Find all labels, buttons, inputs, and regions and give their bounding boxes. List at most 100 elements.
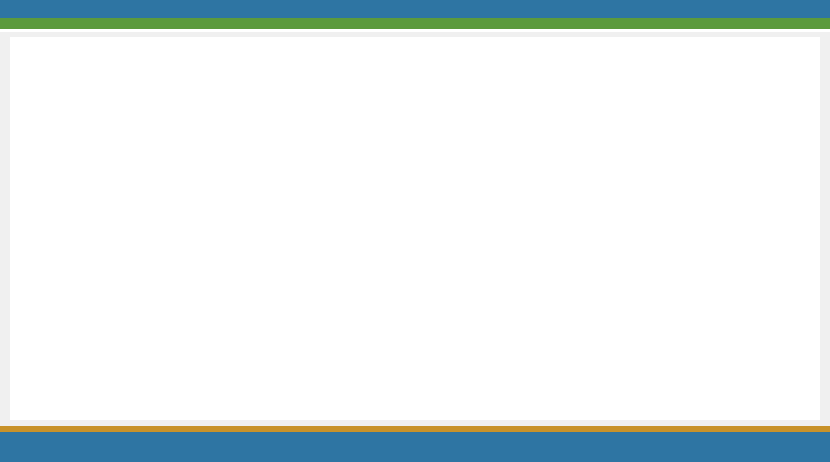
Text: $153,095: $153,095 — [554, 161, 598, 170]
Text: $77,077: $77,077 — [626, 112, 665, 121]
Text: TOTAL: TOTAL — [702, 87, 736, 97]
Bar — [452, 227, 540, 252]
Text: $79,408: $79,408 — [626, 211, 665, 219]
Bar — [679, 203, 759, 227]
Text: 2015: 2015 — [335, 137, 359, 146]
Text: $539,536: $539,536 — [393, 112, 437, 121]
Bar — [613, 227, 679, 252]
Bar — [540, 301, 613, 326]
Bar — [379, 326, 452, 351]
Bar — [679, 80, 759, 104]
Text: $797,699: $797,699 — [393, 334, 437, 343]
Bar — [379, 277, 452, 301]
Bar — [613, 129, 679, 153]
Bar — [316, 104, 379, 129]
Text: 2020: 2020 — [272, 285, 296, 294]
Bar — [540, 277, 613, 301]
Text: 2023 taxable value: 2023 taxable value — [48, 225, 205, 240]
Text: $1,156,905: $1,156,905 — [469, 186, 523, 195]
Bar — [253, 227, 316, 252]
Text: Property Tax Revenue from McKinney National Airport: Property Tax Revenue from McKinney Natio… — [128, 52, 702, 72]
Text: $77,619: $77,619 — [626, 235, 665, 244]
Bar — [679, 104, 759, 129]
Text: 2022: 2022 — [272, 334, 296, 343]
Text: $866,544: $866,544 — [620, 358, 671, 368]
Bar — [379, 178, 452, 203]
Text: $2,032,208: $2,032,208 — [689, 137, 749, 146]
Bar — [540, 129, 613, 153]
Bar — [452, 326, 540, 351]
Text: $1,905,056: $1,905,056 — [469, 309, 523, 318]
Text: $2,374,366: $2,374,366 — [689, 112, 749, 121]
Text: $92,731: $92,731 — [626, 285, 665, 294]
Bar — [540, 104, 613, 129]
Bar — [679, 227, 759, 252]
Bar — [253, 252, 316, 277]
Text: $185,827: $185,827 — [554, 137, 598, 146]
Text: $679,965: $679,965 — [393, 260, 437, 269]
Bar — [316, 153, 379, 178]
Bar — [316, 252, 379, 277]
Text: County: County — [557, 87, 596, 97]
Text: 2017: 2017 — [272, 211, 296, 219]
Text: City: City — [404, 87, 426, 97]
Bar — [253, 52, 816, 80]
Bar — [253, 80, 316, 104]
Bar — [452, 80, 540, 104]
Text: $2,419,996: $2,419,996 — [689, 211, 749, 219]
Text: 2022: 2022 — [335, 309, 359, 318]
Bar — [540, 227, 613, 252]
Bar — [679, 326, 759, 351]
Text: $1,538,898: $1,538,898 — [469, 112, 523, 121]
Text: 2014: 2014 — [272, 137, 296, 146]
Bar — [253, 153, 316, 178]
Bar — [452, 178, 540, 203]
Text: $107,114: $107,114 — [622, 260, 668, 269]
Bar — [379, 301, 452, 326]
Bar — [452, 301, 540, 326]
Text: $2,271,729: $2,271,729 — [689, 235, 749, 244]
Text: $218,855: $218,855 — [554, 112, 598, 121]
Bar — [316, 203, 379, 227]
Text: $141,620: $141,620 — [622, 334, 668, 343]
Text: 2016: 2016 — [272, 186, 296, 195]
Bar — [540, 326, 613, 351]
Text: $5,592,817: $5,592,817 — [384, 358, 446, 368]
Bar — [253, 203, 316, 227]
Text: – Approx. $186.6 million: – Approx. $186.6 million — [59, 259, 220, 272]
Text: $148,823: $148,823 — [554, 186, 598, 195]
Bar — [452, 129, 540, 153]
Bar — [379, 203, 452, 227]
Bar — [253, 301, 316, 326]
Text: $3,522,452: $3,522,452 — [689, 334, 749, 343]
Text: $1,611,835: $1,611,835 — [469, 211, 523, 219]
Bar — [613, 178, 679, 203]
Bar — [540, 252, 613, 277]
Bar — [613, 80, 679, 104]
Bar — [613, 203, 679, 227]
Text: $688,647: $688,647 — [393, 309, 437, 318]
Bar — [253, 129, 316, 153]
Bar — [316, 326, 379, 351]
Bar — [613, 104, 679, 129]
Bar — [679, 277, 759, 301]
Bar — [540, 178, 613, 203]
Text: 2021: 2021 — [335, 285, 359, 294]
Text: $580,721: $580,721 — [393, 285, 437, 294]
Text: 2019: 2019 — [335, 235, 359, 244]
Bar — [613, 252, 679, 277]
Text: $396,687: $396,687 — [393, 161, 437, 170]
Text: $1,683,667: $1,683,667 — [469, 285, 523, 294]
Text: $172,766: $172,766 — [554, 235, 598, 244]
Bar — [316, 178, 379, 203]
Bar — [613, 301, 679, 326]
Text: $55,768: $55,768 — [626, 161, 665, 170]
Text: College: College — [625, 87, 666, 97]
Text: Tax Year: Tax Year — [261, 87, 307, 97]
Bar — [679, 178, 759, 203]
Text: 2018: 2018 — [272, 235, 296, 244]
Text: $230,723: $230,723 — [554, 260, 598, 269]
Bar — [253, 277, 316, 301]
Bar — [540, 203, 613, 227]
Text: $196,979: $196,979 — [554, 285, 598, 294]
